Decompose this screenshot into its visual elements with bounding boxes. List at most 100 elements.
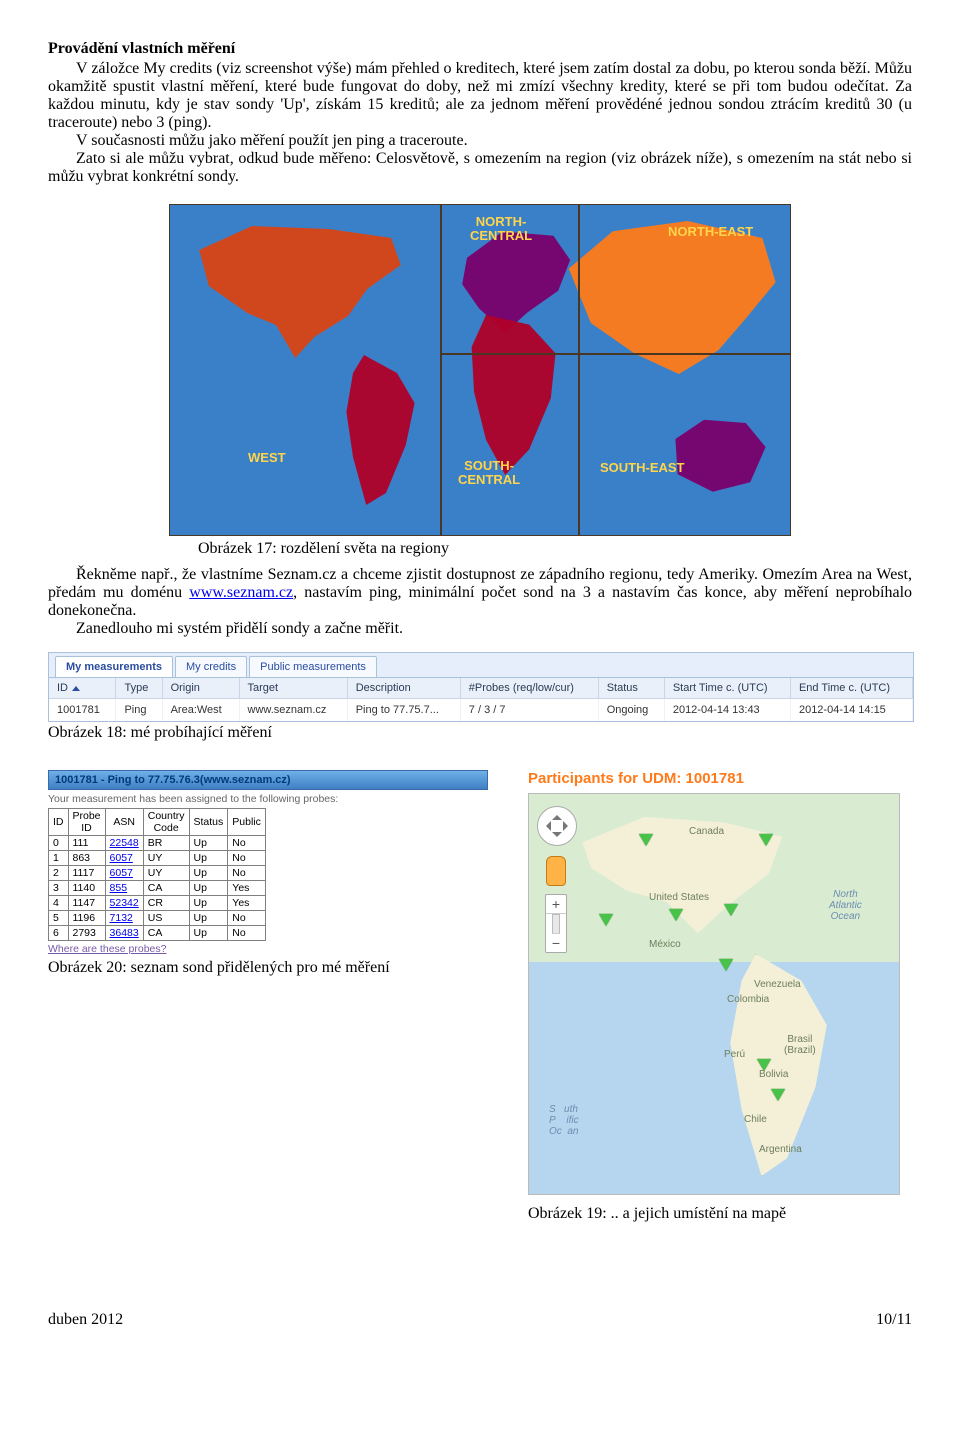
cell: No xyxy=(228,866,266,881)
participants-column: Participants for UDM: 1001781 + − Canada… xyxy=(528,770,898,1231)
cell[interactable]: 855 xyxy=(105,881,143,896)
cell[interactable]: 22548 xyxy=(105,836,143,851)
zoom-slider[interactable] xyxy=(552,914,560,934)
cell: 2 xyxy=(49,866,69,881)
map-label-south-east: SOUTH-EAST xyxy=(600,461,685,475)
map-country-label: Perú xyxy=(724,1049,745,1060)
cell[interactable]: 6057 xyxy=(105,851,143,866)
column-header[interactable]: ID xyxy=(49,678,116,699)
link-asn[interactable]: 7132 xyxy=(110,912,133,924)
cell[interactable]: 52342 xyxy=(105,896,143,911)
table-row: 511967132USUpNo xyxy=(49,911,266,926)
probes-table: IDProbeIDASNCountryCodeStatusPublic 0111… xyxy=(48,808,266,941)
table-row: 4114752342CRUpYes xyxy=(49,896,266,911)
cell: CR xyxy=(143,896,189,911)
table-row: 21117 6057 UYUpNo xyxy=(49,866,266,881)
cell-target: www.seznam.cz xyxy=(239,699,347,722)
tab-my-credits[interactable]: My credits xyxy=(175,656,247,677)
map-pegman-icon[interactable] xyxy=(546,856,566,886)
column-header[interactable]: Target xyxy=(239,678,347,699)
column-header[interactable]: Type xyxy=(116,678,162,699)
cell: Up xyxy=(189,926,228,941)
column-header[interactable]: Origin xyxy=(162,678,239,699)
table-header-row: IDProbeIDASNCountryCodeStatusPublic xyxy=(49,809,266,836)
cell-status: Ongoing xyxy=(598,699,664,722)
tab-my-measurements[interactable]: My measurements xyxy=(55,656,173,677)
cell: Up xyxy=(189,881,228,896)
cell: 6 xyxy=(49,926,69,941)
column-header[interactable]: Description xyxy=(347,678,460,699)
map-marker-icon[interactable] xyxy=(724,904,738,916)
world-region-map: WEST NORTH- CENTRAL SOUTH- CENTRAL NORTH… xyxy=(169,204,791,536)
link-asn[interactable]: 36483 xyxy=(110,927,139,939)
map-ocean-label: North Atlantic Ocean xyxy=(829,889,862,922)
cell: Up xyxy=(189,866,228,881)
map-country-label: United States xyxy=(649,892,709,903)
cell: 5 xyxy=(49,911,69,926)
cell: Yes xyxy=(228,881,266,896)
paragraph: Zato si ale můžu vybrat, odkud bude měře… xyxy=(48,150,912,186)
measurements-table: IDTypeOriginTargetDescription#Probes (re… xyxy=(49,678,913,721)
column-header[interactable]: End Time c. (UTC) xyxy=(790,678,912,699)
footer-date: duben 2012 xyxy=(48,1311,123,1329)
column-header[interactable]: Status xyxy=(598,678,664,699)
cell[interactable]: 6057 xyxy=(105,866,143,881)
footer-page-number: 10/11 xyxy=(876,1311,912,1329)
cell: CA xyxy=(143,926,189,941)
table-row: 011122548BRUpNo xyxy=(49,836,266,851)
probes-panel: 1001781 - Ping to 77.75.76.3(www.seznam.… xyxy=(48,770,488,955)
link-asn[interactable]: 6057 xyxy=(110,867,133,879)
participants-title: Participants for UDM: 1001781 xyxy=(528,770,898,787)
link-asn[interactable]: 22548 xyxy=(110,837,139,849)
link-asn[interactable]: 855 xyxy=(110,882,128,894)
map-country-label: Chile xyxy=(744,1114,767,1125)
paragraph: Řekněme např., že vlastníme Seznam.cz a … xyxy=(48,566,912,620)
cell: 1196 xyxy=(68,911,105,926)
cell: No xyxy=(228,851,266,866)
probes-column: 1001781 - Ping to 77.75.76.3(www.seznam.… xyxy=(48,770,488,985)
map-zoom-control[interactable]: + − xyxy=(545,894,567,953)
cell-description: Ping to 77.75.7... xyxy=(347,699,460,722)
link-asn[interactable]: 6057 xyxy=(110,852,133,864)
cell[interactable]: 36483 xyxy=(105,926,143,941)
cell: Up xyxy=(189,911,228,926)
cell: 1117 xyxy=(68,866,105,881)
map-marker-icon[interactable] xyxy=(771,1089,785,1101)
figure-worldmap: WEST NORTH- CENTRAL SOUTH- CENTRAL NORTH… xyxy=(48,204,912,536)
zoom-out-button[interactable]: − xyxy=(546,934,566,952)
section-heading: Provádění vlastních měření xyxy=(48,40,912,58)
column-header: ProbeID xyxy=(68,809,105,836)
map-shape-north-america xyxy=(569,814,791,956)
cell: US xyxy=(143,911,189,926)
tab-public-measurements[interactable]: Public measurements xyxy=(249,656,377,677)
cell[interactable]: 7132 xyxy=(105,911,143,926)
map-marker-icon[interactable] xyxy=(599,914,613,926)
link-asn[interactable]: 52342 xyxy=(110,897,139,909)
map-marker-icon[interactable] xyxy=(669,909,683,921)
link-where-probes[interactable]: Where are these probes? xyxy=(48,943,166,955)
cell: UY xyxy=(143,866,189,881)
map-marker-icon[interactable] xyxy=(639,834,653,846)
measurements-tabs: My measurementsMy creditsPublic measurem… xyxy=(49,653,913,678)
participants-map[interactable]: + − Canada United States México Venezuel… xyxy=(528,793,900,1195)
cell-end: 2012-04-14 14:15 xyxy=(790,699,912,722)
column-header[interactable]: Start Time c. (UTC) xyxy=(664,678,790,699)
cell: CA xyxy=(143,881,189,896)
map-marker-icon[interactable] xyxy=(719,959,733,971)
measurements-panel: My measurementsMy creditsPublic measurem… xyxy=(48,652,914,722)
map-ocean-label: S uth P ific Oc an xyxy=(549,1104,579,1137)
column-header[interactable]: #Probes (req/low/cur) xyxy=(460,678,598,699)
column-header: Status xyxy=(189,809,228,836)
cell: 1147 xyxy=(68,896,105,911)
cell: No xyxy=(228,836,266,851)
map-country-label: Venezuela xyxy=(754,979,801,990)
cell: 111 xyxy=(68,836,105,851)
map-pan-control[interactable] xyxy=(537,806,577,846)
link-seznam[interactable]: www.seznam.cz xyxy=(189,584,293,601)
paragraph: Zanedlouho mi systém přidělí sondy a zač… xyxy=(48,620,912,638)
map-marker-icon[interactable] xyxy=(759,834,773,846)
zoom-in-button[interactable]: + xyxy=(546,895,566,914)
table-row[interactable]: 1001781PingArea:Westwww.seznam.czPing to… xyxy=(49,699,913,722)
cell: Up xyxy=(189,896,228,911)
cell: 1140 xyxy=(68,881,105,896)
